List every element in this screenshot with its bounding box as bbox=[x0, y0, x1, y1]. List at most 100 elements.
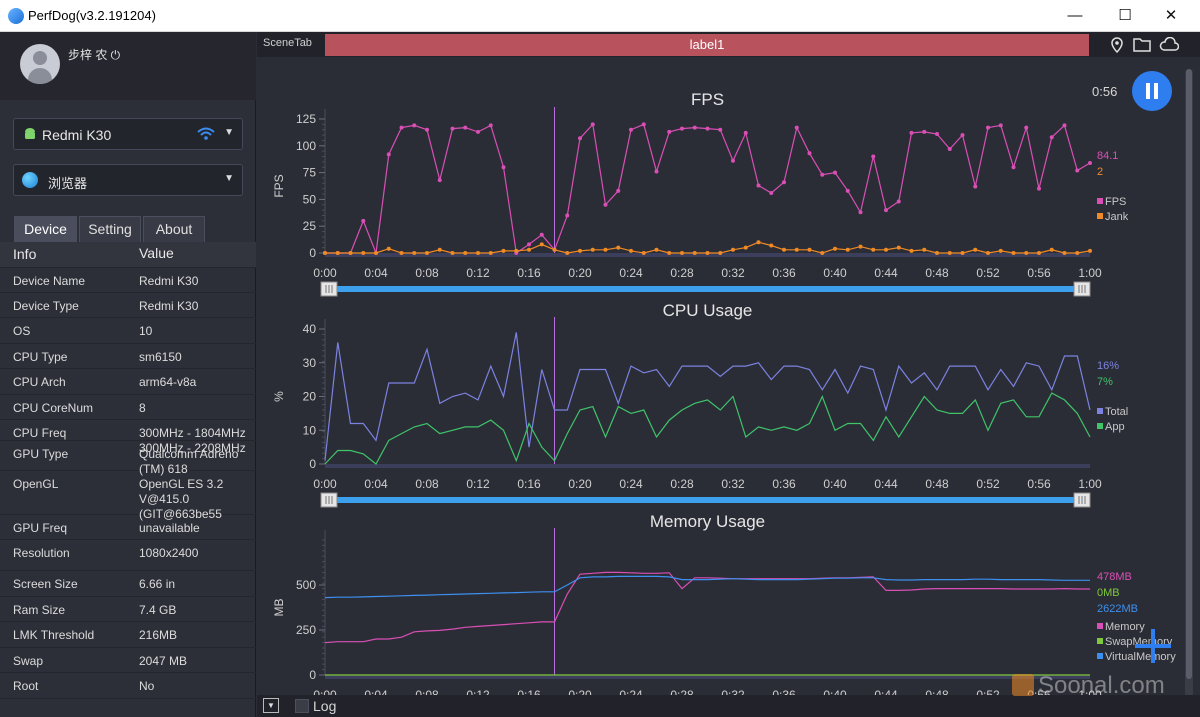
series-line-fps bbox=[325, 123, 1091, 255]
location-icon[interactable] bbox=[1110, 37, 1124, 53]
current-value-fps: 84.1 bbox=[1097, 150, 1118, 162]
chevron-down-icon: ▼ bbox=[224, 127, 234, 138]
data-point-jank bbox=[1049, 247, 1054, 252]
data-point-jank bbox=[909, 248, 914, 253]
x-tick-label: 0:36 bbox=[772, 477, 796, 491]
legend-swatch-fps bbox=[1097, 198, 1103, 204]
data-point-fps bbox=[590, 122, 595, 127]
x-tick-label: 0:08 bbox=[415, 477, 439, 491]
data-point-fps bbox=[667, 129, 672, 134]
current-value-swapmemory: 0MB bbox=[1097, 587, 1120, 599]
cloud-icon[interactable] bbox=[1159, 37, 1179, 51]
data-point-jank bbox=[654, 247, 659, 252]
legend-swatch-swapmemory bbox=[1097, 638, 1103, 644]
current-value-memory: 478MB bbox=[1097, 571, 1132, 583]
x-tick-label: 0:44 bbox=[874, 477, 898, 491]
folder-icon[interactable] bbox=[1133, 37, 1151, 52]
data-point-jank bbox=[1088, 248, 1092, 253]
avatar[interactable] bbox=[20, 44, 60, 84]
legend-label-memory: Memory bbox=[1105, 621, 1145, 633]
x-tick-label: 0:28 bbox=[670, 477, 694, 491]
log-checkbox[interactable] bbox=[295, 699, 309, 713]
y-tick-label: 30 bbox=[303, 356, 317, 370]
pause-button[interactable] bbox=[1132, 71, 1172, 111]
user-panel: 步梓 农 ⏻ bbox=[0, 32, 256, 100]
series-line-memory bbox=[324, 571, 1090, 644]
scene-tab-label[interactable]: SceneTab bbox=[263, 37, 312, 49]
data-point-jank bbox=[1037, 251, 1041, 255]
data-point-jank bbox=[386, 246, 391, 251]
vertical-scrollbar[interactable] bbox=[1185, 69, 1193, 697]
info-value: 10 bbox=[139, 324, 153, 338]
info-row-swap: Swap 2047 MB bbox=[0, 648, 256, 673]
user-name[interactable]: 步梓 农 ⏻ bbox=[68, 48, 121, 62]
range-slider-track[interactable] bbox=[331, 286, 1084, 292]
wifi-icon bbox=[197, 127, 215, 140]
device-selector[interactable]: Redmi K30 ▼ bbox=[13, 118, 243, 150]
data-point-jank bbox=[986, 251, 990, 255]
scene-bar: SceneTab label1 bbox=[257, 32, 1200, 57]
chart-cpu-usage: CPU Usage% 0 10 20 30 40 0:00 0:04 0:08 0:12 0:16 0… bbox=[272, 301, 1128, 508]
x-tick-label: 0:00 bbox=[313, 266, 337, 280]
data-point-jank bbox=[488, 251, 493, 255]
tab-device[interactable]: Device bbox=[14, 216, 77, 242]
data-point-fps bbox=[782, 180, 786, 185]
data-point-jank bbox=[692, 251, 697, 255]
maximize-button[interactable]: ☐ bbox=[1118, 7, 1132, 24]
range-slider-track[interactable] bbox=[331, 497, 1084, 503]
info-row-device-type: Device Type Redmi K30 bbox=[0, 293, 256, 318]
x-tick-label: 0:08 bbox=[415, 688, 439, 695]
data-point-jank bbox=[641, 251, 646, 255]
data-point-fps bbox=[437, 178, 442, 183]
data-point-jank bbox=[960, 251, 965, 255]
data-point-fps bbox=[1075, 168, 1080, 173]
x-tick-label: 0:04 bbox=[364, 266, 388, 280]
data-point-fps bbox=[616, 188, 621, 193]
data-point-fps bbox=[1011, 165, 1016, 170]
data-point-jank bbox=[820, 251, 825, 255]
window-title: PerfDog(v3.2.191204) bbox=[28, 8, 156, 23]
data-point-fps bbox=[463, 125, 468, 130]
charts-area: FPS FPS 0 25 50 75 100 125 0:00 0:04 0:08 0:12 0:16 0… bbox=[257, 57, 1200, 717]
y-tick-label: 20 bbox=[303, 390, 317, 404]
tab-about[interactable]: About bbox=[143, 216, 205, 242]
data-point-fps bbox=[845, 188, 850, 193]
log-label: Log bbox=[313, 698, 337, 714]
series-line-total bbox=[324, 332, 1091, 461]
x-tick-label: 0:32 bbox=[721, 266, 745, 280]
app-selector[interactable]: 浏览器 ▼ bbox=[13, 164, 243, 196]
info-row-cpu-type: CPU Type sm6150 bbox=[0, 344, 256, 369]
chevron-down-icon: ▼ bbox=[224, 173, 234, 184]
bottom-bar: ▼ Log bbox=[257, 695, 1200, 717]
data-point-fps bbox=[425, 127, 429, 132]
info-key: CPU Arch bbox=[13, 375, 66, 389]
x-tick-label: 0:44 bbox=[874, 688, 898, 695]
data-point-fps bbox=[476, 129, 480, 134]
minimize-button[interactable]: — bbox=[1067, 7, 1083, 24]
y-tick-label: 40 bbox=[303, 322, 317, 336]
add-button[interactable] bbox=[1133, 627, 1173, 667]
data-point-jank bbox=[565, 251, 570, 255]
data-point-fps bbox=[896, 199, 901, 204]
x-tick-label: 0:24 bbox=[619, 688, 643, 695]
data-point-jank bbox=[412, 251, 417, 255]
data-point-jank bbox=[527, 247, 531, 252]
close-button[interactable]: ✕ bbox=[1164, 7, 1178, 24]
collapse-toggle-button[interactable]: ▼ bbox=[263, 698, 279, 713]
info-header-key: Info bbox=[13, 246, 37, 262]
x-tick-label: 0:56 bbox=[1027, 477, 1051, 491]
device-name: Redmi K30 bbox=[42, 127, 112, 143]
data-point-jank bbox=[323, 251, 327, 255]
tab-setting[interactable]: Setting bbox=[79, 216, 141, 242]
x-tick-label: 0:24 bbox=[619, 266, 643, 280]
scene-label-bar[interactable]: label1 bbox=[325, 34, 1089, 56]
info-value: 1080x2400 bbox=[139, 546, 199, 560]
current-value-jank: 2 bbox=[1097, 166, 1103, 178]
data-point-fps bbox=[1049, 135, 1054, 140]
data-point-fps bbox=[794, 125, 799, 130]
chart-title: FPS bbox=[691, 90, 724, 109]
x-tick-label: 0:36 bbox=[772, 266, 796, 280]
data-point-fps bbox=[680, 126, 684, 131]
x-tick-label: 0:28 bbox=[670, 688, 694, 695]
x-tick-label: 0:32 bbox=[721, 477, 745, 491]
